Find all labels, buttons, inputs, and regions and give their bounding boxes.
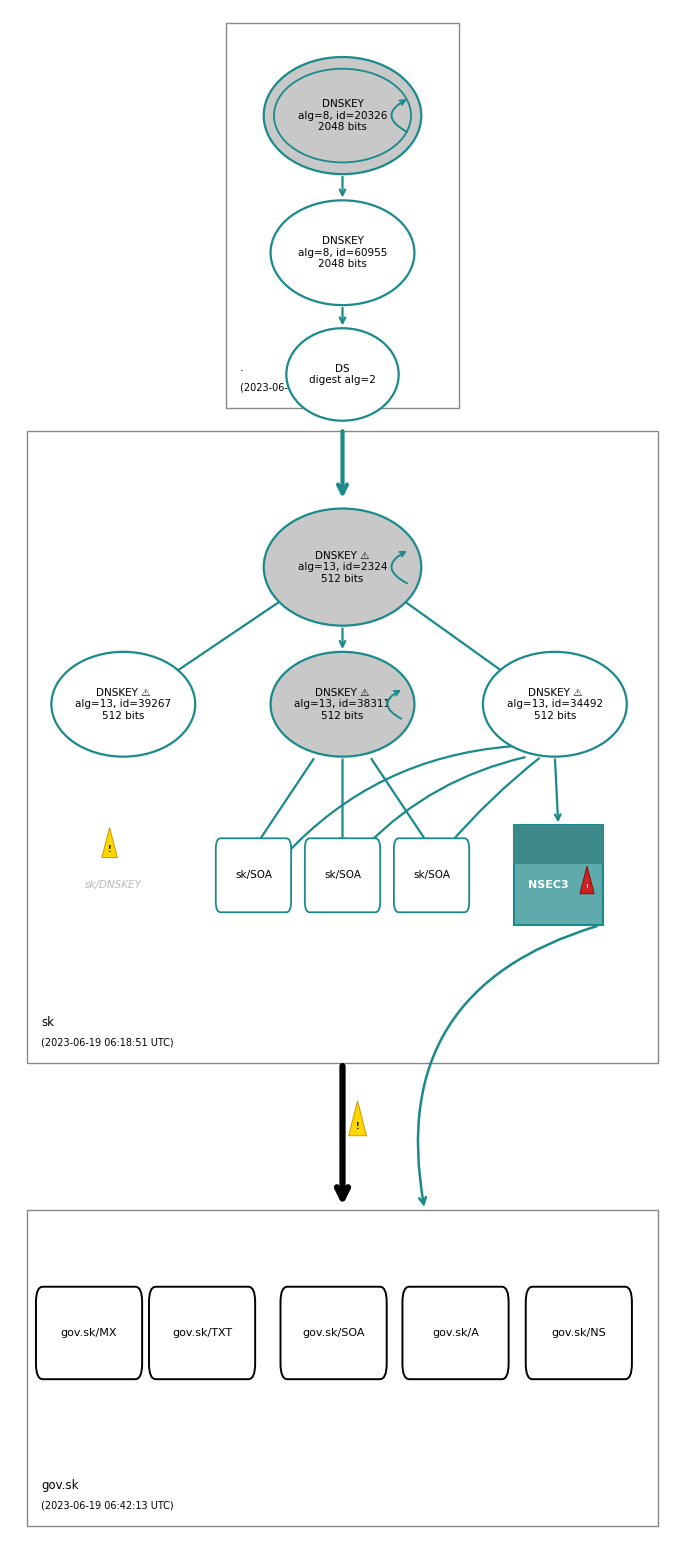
Text: gov.sk/TXT: gov.sk/TXT bbox=[172, 1328, 232, 1338]
Text: sk/SOA: sk/SOA bbox=[413, 871, 450, 880]
Text: !: ! bbox=[356, 1122, 360, 1131]
FancyBboxPatch shape bbox=[281, 1287, 386, 1379]
FancyBboxPatch shape bbox=[514, 826, 603, 925]
Text: gov.sk/A: gov.sk/A bbox=[432, 1328, 479, 1338]
Text: (2023-06-19 05:10:07 UTC): (2023-06-19 05:10:07 UTC) bbox=[240, 384, 373, 393]
FancyBboxPatch shape bbox=[216, 838, 291, 912]
FancyBboxPatch shape bbox=[27, 431, 658, 1063]
Text: gov.sk/MX: gov.sk/MX bbox=[61, 1328, 117, 1338]
Text: DNSKEY ⚠
alg=13, id=2324
512 bits: DNSKEY ⚠ alg=13, id=2324 512 bits bbox=[298, 550, 387, 584]
Text: gov.sk/NS: gov.sk/NS bbox=[551, 1328, 606, 1338]
FancyBboxPatch shape bbox=[305, 838, 380, 912]
Text: !: ! bbox=[586, 883, 588, 889]
Text: gov.sk: gov.sk bbox=[41, 1479, 79, 1492]
FancyBboxPatch shape bbox=[36, 1287, 142, 1379]
Text: DNSKEY ⚠
alg=13, id=39267
512 bits: DNSKEY ⚠ alg=13, id=39267 512 bits bbox=[75, 687, 171, 721]
Polygon shape bbox=[102, 828, 117, 857]
Ellipse shape bbox=[264, 57, 421, 174]
Text: DNSKEY ⚠
alg=13, id=38311
512 bits: DNSKEY ⚠ alg=13, id=38311 512 bits bbox=[295, 687, 390, 721]
FancyBboxPatch shape bbox=[394, 838, 469, 912]
Text: sk/DNSKEY: sk/DNSKEY bbox=[84, 880, 142, 889]
Text: .: . bbox=[240, 362, 243, 374]
Ellipse shape bbox=[271, 200, 414, 305]
FancyBboxPatch shape bbox=[149, 1287, 255, 1379]
Text: sk/SOA: sk/SOA bbox=[324, 871, 361, 880]
Ellipse shape bbox=[264, 509, 421, 626]
Ellipse shape bbox=[483, 652, 627, 757]
Text: !: ! bbox=[108, 844, 112, 854]
Text: NSEC3: NSEC3 bbox=[527, 880, 569, 889]
Text: (2023-06-19 06:42:13 UTC): (2023-06-19 06:42:13 UTC) bbox=[41, 1501, 174, 1510]
Text: sk/SOA: sk/SOA bbox=[235, 871, 272, 880]
FancyBboxPatch shape bbox=[226, 23, 459, 408]
Text: (2023-06-19 06:18:51 UTC): (2023-06-19 06:18:51 UTC) bbox=[41, 1039, 174, 1048]
Text: DNSKEY ⚠
alg=13, id=34492
512 bits: DNSKEY ⚠ alg=13, id=34492 512 bits bbox=[507, 687, 603, 721]
Text: gov.sk/SOA: gov.sk/SOA bbox=[302, 1328, 365, 1338]
FancyBboxPatch shape bbox=[525, 1287, 632, 1379]
Polygon shape bbox=[349, 1100, 366, 1136]
Ellipse shape bbox=[51, 652, 195, 757]
FancyBboxPatch shape bbox=[27, 1210, 658, 1526]
Text: sk: sk bbox=[41, 1017, 54, 1029]
Text: DNSKEY
alg=8, id=20326
2048 bits: DNSKEY alg=8, id=20326 2048 bits bbox=[298, 99, 387, 133]
Ellipse shape bbox=[271, 652, 414, 757]
FancyBboxPatch shape bbox=[514, 826, 603, 863]
Polygon shape bbox=[580, 866, 594, 894]
FancyBboxPatch shape bbox=[402, 1287, 508, 1379]
Text: DS
digest alg=2: DS digest alg=2 bbox=[309, 364, 376, 385]
Text: DNSKEY
alg=8, id=60955
2048 bits: DNSKEY alg=8, id=60955 2048 bits bbox=[298, 236, 387, 270]
Ellipse shape bbox=[286, 328, 399, 421]
